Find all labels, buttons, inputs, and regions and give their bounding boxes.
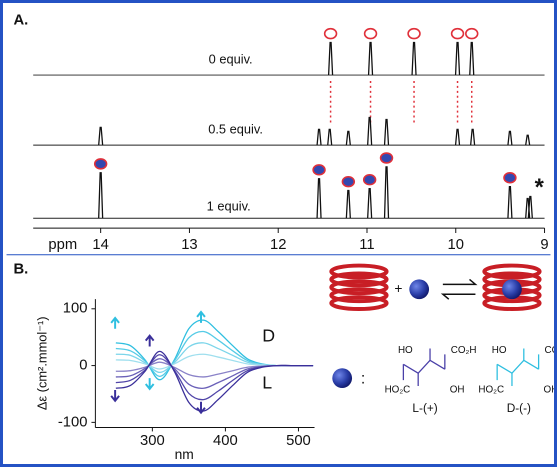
curve-label: L bbox=[262, 373, 272, 393]
peak-marker bbox=[450, 27, 465, 40]
x-tick-label: 12 bbox=[270, 237, 286, 253]
peak bbox=[367, 41, 374, 76]
peak-marker bbox=[362, 173, 377, 186]
peak bbox=[525, 134, 531, 146]
structures: HO CO₂H HO₂C OH L-(+) HO CO₂H HO₂C OH D-(-) bbox=[385, 345, 557, 415]
group-label: HO bbox=[492, 345, 507, 356]
peak bbox=[367, 187, 373, 219]
trace-label: 1 equiv. bbox=[207, 199, 251, 214]
guest-sphere bbox=[502, 279, 522, 300]
peak bbox=[507, 185, 513, 219]
peak bbox=[345, 130, 351, 146]
group-label: OH bbox=[450, 385, 465, 396]
y-axis-label: Δε (cm².mmol⁻¹) bbox=[34, 316, 49, 410]
equilibrium-arrows bbox=[440, 278, 478, 300]
group-label: HO₂C bbox=[478, 385, 504, 396]
d-bonds bbox=[496, 348, 540, 387]
cd-curve bbox=[115, 350, 314, 412]
nmr-panel: ppm 14 13 12 11 10 9 0 equiv. 0.5 equiv. 1 equiv.… bbox=[33, 27, 549, 253]
group-label: CO₂H bbox=[545, 345, 557, 356]
x-axis-label: nm bbox=[175, 446, 194, 462]
x-tick-label: 14 bbox=[92, 237, 108, 253]
peak bbox=[454, 128, 461, 146]
guest-sphere bbox=[409, 279, 430, 300]
peak bbox=[327, 41, 334, 76]
peak-marker bbox=[407, 27, 421, 40]
y-tick-label: -100 bbox=[58, 414, 88, 430]
cd-arrows bbox=[110, 310, 206, 415]
helix bbox=[329, 263, 389, 311]
axis-label: ppm bbox=[48, 237, 77, 253]
peak-marker bbox=[379, 152, 394, 164]
peak-marker bbox=[93, 158, 108, 170]
peak bbox=[469, 41, 475, 76]
peak bbox=[98, 172, 104, 219]
peak bbox=[383, 166, 390, 219]
compound-name: L-(+) bbox=[412, 401, 437, 415]
x-tick-label: 13 bbox=[181, 237, 197, 253]
peak bbox=[383, 118, 390, 146]
curve-label: D bbox=[262, 325, 275, 345]
trace-label: 0.5 equiv. bbox=[208, 122, 263, 137]
y-tick-label: 100 bbox=[63, 301, 88, 317]
peak-marker bbox=[503, 172, 517, 184]
group-label: OH bbox=[544, 385, 557, 396]
scheme: + : bbox=[329, 263, 542, 388]
peak-marker bbox=[363, 27, 378, 40]
compound-name: D-(-) bbox=[507, 401, 531, 415]
peak bbox=[470, 128, 476, 146]
panel-label: B. bbox=[13, 261, 28, 277]
x-tick-label: 11 bbox=[359, 237, 374, 253]
x-tick-label: 500 bbox=[286, 433, 311, 449]
peak-marker bbox=[312, 164, 326, 176]
plus-sign: + bbox=[394, 280, 402, 296]
x-tick-label: 300 bbox=[140, 433, 165, 449]
peak bbox=[98, 126, 104, 146]
peak-marker bbox=[465, 27, 479, 40]
peak bbox=[507, 130, 513, 146]
annotation: * bbox=[535, 175, 545, 201]
peak-marker bbox=[323, 27, 338, 40]
peak bbox=[411, 41, 417, 76]
l-bonds bbox=[402, 348, 446, 387]
cd-panel: 100 0 -100 300 400 500 nm Δε (cm².mmol⁻¹) D L bbox=[34, 299, 315, 462]
peak-marker bbox=[341, 175, 356, 188]
peak bbox=[316, 128, 322, 146]
group-label: CO₂H bbox=[451, 345, 477, 356]
x-tick-label: 10 bbox=[448, 237, 464, 253]
guest-sphere bbox=[332, 368, 353, 388]
l-skeleton bbox=[403, 359, 446, 375]
group-label: HO bbox=[398, 345, 413, 356]
peak bbox=[454, 41, 461, 76]
peak bbox=[345, 189, 351, 219]
peak bbox=[327, 128, 333, 146]
d-skeleton bbox=[496, 359, 539, 375]
peak bbox=[316, 178, 322, 219]
trace-label: 0 equiv. bbox=[209, 52, 253, 67]
x-tick-label: 400 bbox=[213, 433, 238, 449]
panel-label: A. bbox=[13, 13, 28, 29]
x-tick-label: 9 bbox=[540, 237, 548, 253]
group-label: HO₂C bbox=[385, 385, 411, 396]
colon: : bbox=[361, 370, 365, 387]
peak bbox=[527, 195, 533, 219]
y-tick-label: 0 bbox=[79, 357, 87, 373]
peak bbox=[367, 116, 373, 146]
